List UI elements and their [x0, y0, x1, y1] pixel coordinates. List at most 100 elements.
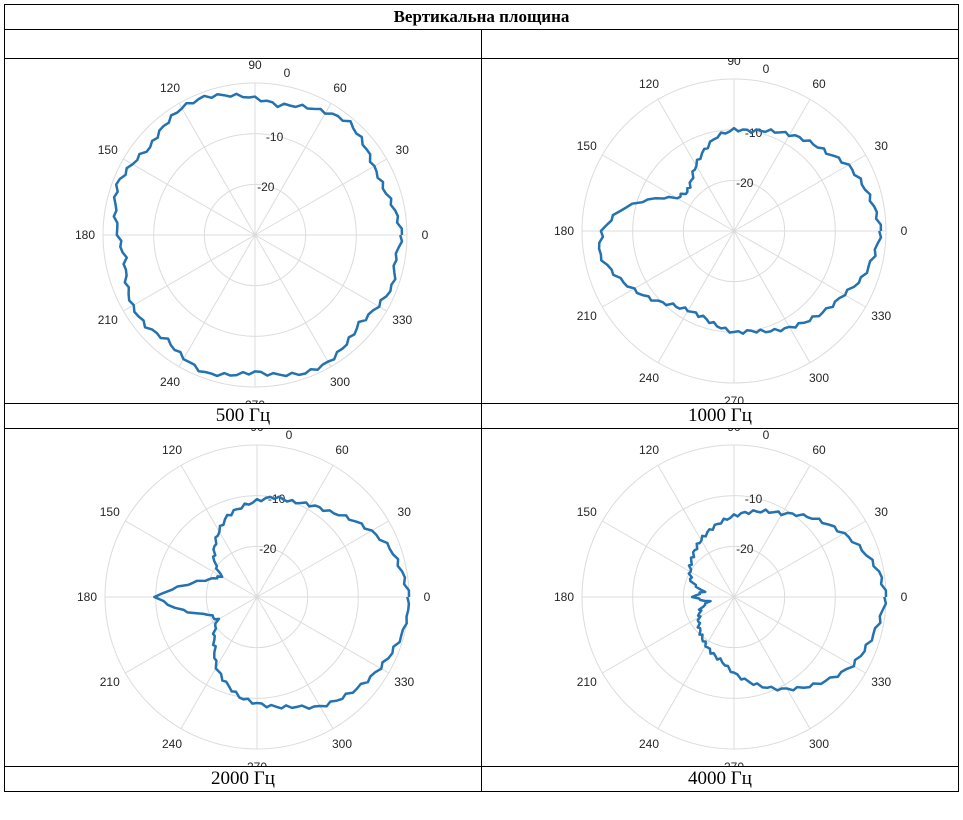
angle-tick-label: 0 — [422, 228, 429, 242]
pattern-trace — [597, 126, 883, 335]
caption-500: 500 Гц — [4, 403, 482, 429]
grid-spoke — [733, 230, 811, 363]
grid-spoke — [256, 596, 389, 674]
angle-tick-label: 30 — [875, 139, 889, 153]
empty-cell-right — [481, 29, 959, 59]
grid-spoke — [733, 520, 866, 598]
grid-spoke — [254, 158, 387, 236]
angle-tick-label: 330 — [871, 309, 891, 323]
grid-spoke — [733, 596, 811, 729]
angle-tick-label: 300 — [809, 371, 829, 385]
angle-tick-label: 30 — [398, 505, 412, 519]
angle-tick-label: 270 — [724, 394, 744, 403]
radial-tick-label: -20 — [257, 180, 275, 194]
angle-tick-label: 240 — [639, 737, 659, 751]
grid-spoke — [180, 596, 258, 729]
angle-tick-label: 150 — [577, 139, 597, 153]
angle-tick-label: 180 — [554, 224, 574, 238]
angle-tick-label: 90 — [727, 59, 741, 68]
grid-spoke — [733, 99, 811, 232]
pattern-trace — [153, 495, 411, 710]
angle-tick-label: 0 — [901, 590, 908, 604]
plot-cell-1000: 0 30 60 90 120 150 180 210 240 270 300 330 0 -10 -20 — [481, 58, 959, 404]
angle-tick-label: 240 — [639, 371, 659, 385]
grid-spoke — [256, 465, 334, 598]
angle-tick-label: 330 — [394, 675, 414, 689]
grid-spoke — [602, 230, 735, 308]
angle-tick-label: 60 — [812, 77, 826, 91]
angle-tick-label: 330 — [871, 675, 891, 689]
radial-zero-label: 0 — [286, 429, 293, 442]
angle-tick-label: 60 — [333, 81, 347, 95]
angle-tick-label: 300 — [809, 737, 829, 751]
grid-spoke — [254, 103, 332, 236]
grid-spoke — [256, 520, 389, 598]
grid-spoke — [733, 154, 866, 232]
empty-cell-left — [4, 29, 482, 59]
radial-tick-label: -10 — [745, 492, 763, 506]
polar-plot-2000: 0 30 60 90 120 150 180 210 240 270 300 330 0 -10 -20 — [77, 429, 431, 766]
angle-tick-label: 150 — [577, 505, 597, 519]
radial-zero-label: 0 — [763, 429, 770, 442]
plot-cell-4000: 0 30 60 90 120 150 180 210 240 270 300 330 0 -10 -20 — [481, 428, 959, 767]
angle-tick-label: 60 — [812, 443, 826, 457]
angle-tick-label: 120 — [162, 443, 182, 457]
angle-tick-label: 0 — [901, 224, 908, 238]
grid-spoke — [254, 234, 332, 367]
grid-spoke — [125, 596, 258, 674]
plot-cell-500: 0 30 60 90 120 150 180 210 240 270 300 330 0 -10 -20 — [4, 58, 482, 404]
angle-tick-label: 210 — [577, 309, 597, 323]
angle-tick-label: 210 — [577, 675, 597, 689]
angle-tick-label: 150 — [98, 143, 118, 157]
angle-tick-label: 90 — [727, 429, 741, 434]
grid-spoke — [657, 465, 735, 598]
angle-tick-label: 90 — [250, 429, 264, 434]
angle-tick-label: 240 — [162, 737, 182, 751]
radial-tick-label: -20 — [736, 176, 754, 190]
grid-spoke — [733, 596, 866, 674]
pattern-trace — [112, 92, 404, 378]
radial-zero-label: 0 — [284, 66, 291, 80]
grid-spoke — [602, 154, 735, 232]
angle-tick-label: 270 — [724, 760, 744, 766]
polar-plot-4000: 0 30 60 90 120 150 180 210 240 270 300 330 0 -10 -20 — [554, 429, 908, 766]
grid-spoke — [125, 520, 258, 598]
angle-tick-label: 30 — [396, 143, 410, 157]
caption-2000: 2000 Гц — [4, 766, 482, 792]
radial-tick-label: -10 — [268, 492, 286, 506]
angle-tick-label: 180 — [77, 590, 97, 604]
grid-spoke — [123, 158, 256, 236]
radial-zero-label: 0 — [763, 62, 770, 76]
angle-tick-label: 60 — [335, 443, 349, 457]
grid-spoke — [602, 520, 735, 598]
table-title: Вертикальна площина — [4, 4, 959, 30]
radial-tick-label: -10 — [745, 126, 763, 140]
caption-1000: 1000 Гц — [481, 403, 959, 429]
angle-tick-label: 300 — [330, 375, 350, 389]
angle-tick-label: 180 — [75, 228, 95, 242]
angle-tick-label: 210 — [98, 313, 118, 327]
caption-4000: 4000 Гц — [481, 766, 959, 792]
grid-spoke — [602, 596, 735, 674]
figure-table: Вертикальна площина 0 30 60 90 120 150 180 210 2… — [4, 4, 959, 792]
angle-tick-label: 30 — [875, 505, 889, 519]
grid-spoke — [256, 596, 334, 729]
pattern-trace — [687, 508, 888, 692]
angle-tick-label: 330 — [392, 313, 412, 327]
angle-tick-label: 150 — [100, 505, 120, 519]
angle-tick-label: 210 — [100, 675, 120, 689]
angle-tick-label: 180 — [554, 590, 574, 604]
grid-spoke — [178, 103, 256, 236]
radial-tick-label: -10 — [266, 130, 284, 144]
angle-tick-label: 120 — [160, 81, 180, 95]
grid-spoke — [123, 234, 256, 312]
grid-spoke — [733, 465, 811, 598]
angle-tick-label: 120 — [639, 77, 659, 91]
polar-plot-1000: 0 30 60 90 120 150 180 210 240 270 300 330 0 -10 -20 — [554, 59, 908, 403]
angle-tick-label: 300 — [332, 737, 352, 751]
angle-tick-label: 270 — [247, 760, 267, 766]
grid-spoke — [178, 234, 256, 367]
plot-cell-2000: 0 30 60 90 120 150 180 210 240 270 300 330 0 -10 -20 — [4, 428, 482, 767]
radial-tick-label: -20 — [259, 542, 277, 556]
angle-tick-label: 90 — [248, 59, 262, 72]
